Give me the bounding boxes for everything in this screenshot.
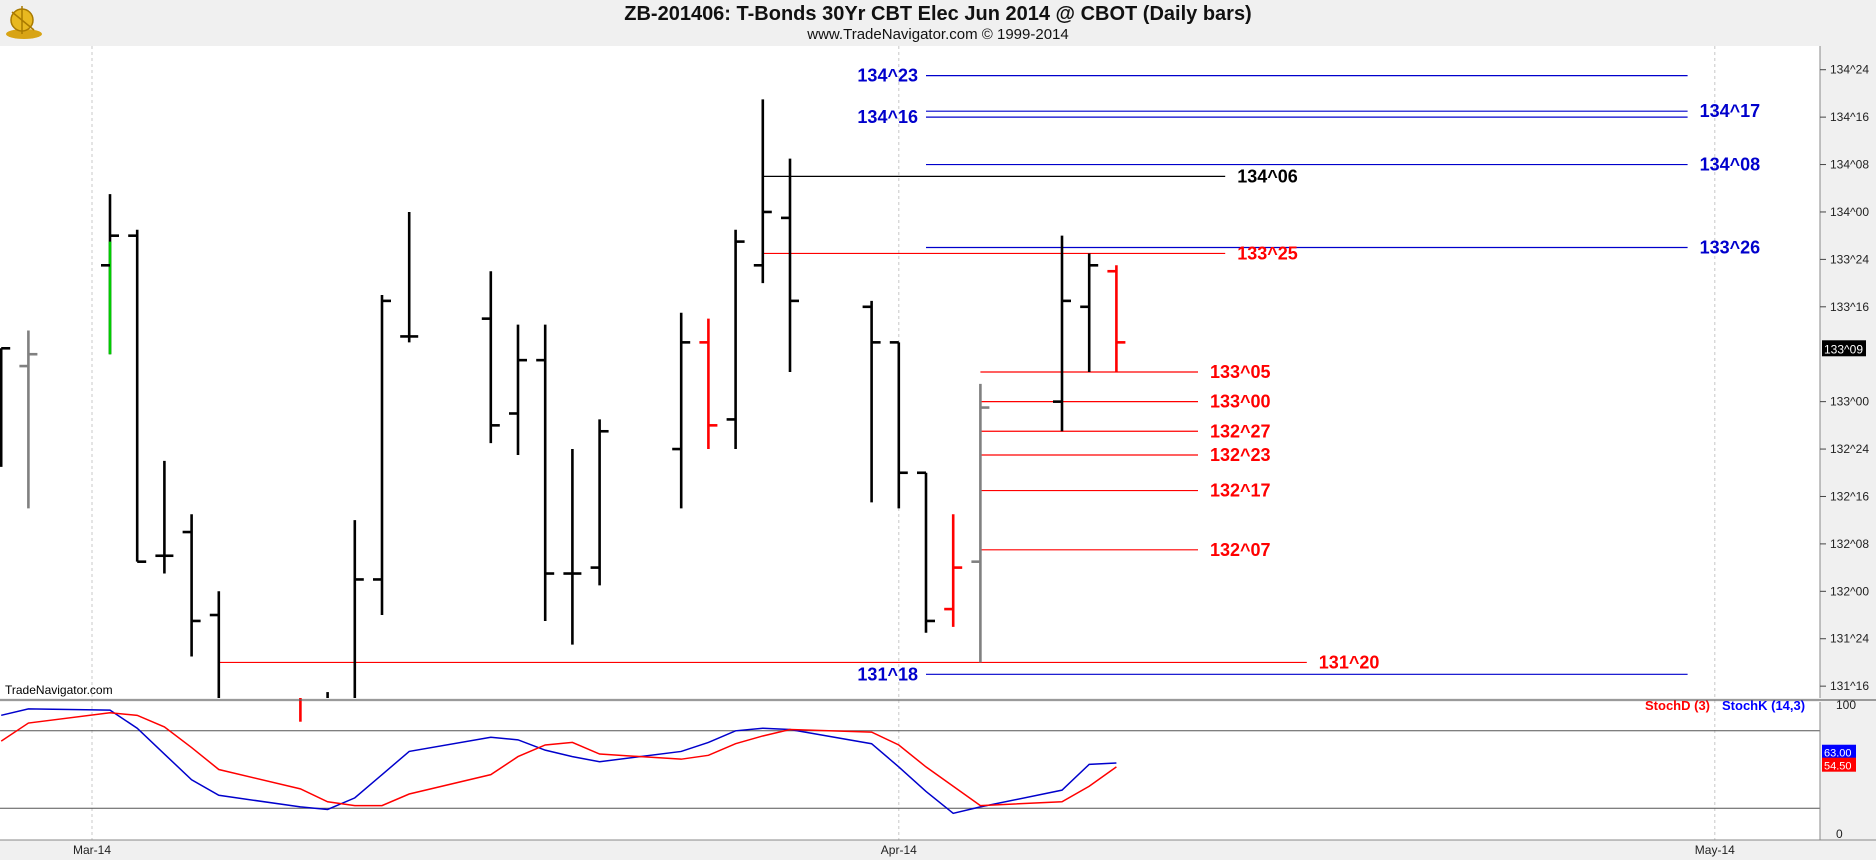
level-label: 134^23 — [857, 66, 918, 86]
level-label: 134^06 — [1237, 166, 1298, 186]
stoch-tick-label: 0 — [1836, 827, 1843, 841]
price-tick-label: 132^16 — [1830, 489, 1869, 503]
compass-globe-icon — [6, 6, 42, 39]
stoch-line-red — [0, 711, 1117, 807]
legend-stochd: StochD (3) — [1645, 698, 1710, 713]
price-tick-label: 132^24 — [1830, 442, 1869, 456]
legend-stochk: StochK (14,3) — [1722, 698, 1805, 713]
level-label: 134^08 — [1700, 155, 1761, 175]
stoch-line-blue — [1, 708, 1117, 815]
date-tick-label: Apr-14 — [881, 843, 917, 857]
last-price-box — [1822, 340, 1866, 357]
stochd-last-box — [1822, 757, 1856, 772]
level-label: 133^25 — [1237, 243, 1298, 263]
level-label: 134^17 — [1700, 101, 1761, 121]
level-label: 133^26 — [1700, 238, 1761, 258]
date-axis: Mar-14 Apr-14 May-14 — [0, 839, 1876, 857]
chart-subtitle: www.TradeNavigator.com © 1999-2014 — [807, 26, 1069, 43]
level-label: 132^23 — [1210, 445, 1271, 465]
level-label: 134^16 — [857, 107, 918, 127]
date-tick-label: Mar-14 — [73, 843, 111, 857]
level-label: 131^20 — [1319, 652, 1380, 672]
last-price-label: 133^09 — [1824, 342, 1863, 356]
price-tick-label: 133^00 — [1830, 395, 1869, 409]
price-axis: 134^24 134^16 134^08 134^00 133^24 133^16 133^… — [1819, 46, 1869, 698]
level-label: 133^00 — [1210, 392, 1271, 412]
price-levels: 134^23 134^16 134^17 134^08 134^06 133^26 133^… — [218, 66, 1761, 684]
date-tick-label: May-14 — [1695, 843, 1735, 857]
price-tick-label: 132^00 — [1830, 584, 1869, 598]
level-label: 132^07 — [1210, 540, 1271, 560]
stoch-tick-label: 100 — [1836, 698, 1856, 712]
price-tick-label: 134^00 — [1830, 205, 1869, 219]
level-label: 132^17 — [1210, 481, 1271, 501]
price-tick-label: 134^08 — [1830, 158, 1869, 172]
price-tick-label: 134^24 — [1830, 63, 1869, 77]
level-label: 131^18 — [857, 664, 918, 684]
chart-header: ZB-201406: T-Bonds 30Yr CBT Elec Jun 201… — [0, 0, 1876, 46]
price-tick-label: 134^16 — [1830, 110, 1869, 124]
watermark: TradeNavigator.com — [5, 683, 113, 697]
stochk-last-label: 63.00 — [1824, 748, 1852, 760]
level-label: 132^27 — [1210, 421, 1271, 441]
stochk-last-box — [1822, 744, 1856, 759]
price-tick-label: 131^16 — [1830, 679, 1869, 693]
chart-title: ZB-201406: T-Bonds 30Yr CBT Elec Jun 201… — [624, 3, 1252, 25]
level-label: 133^05 — [1210, 362, 1271, 382]
price-tick-label: 131^24 — [1830, 632, 1869, 646]
price-tick-label: 132^08 — [1830, 537, 1869, 551]
price-bars — [0, 99, 1126, 722]
stochd-last-label: 54.50 — [1824, 761, 1852, 773]
price-tick-label: 133^16 — [1830, 300, 1869, 314]
price-tick-label: 133^24 — [1830, 252, 1869, 266]
